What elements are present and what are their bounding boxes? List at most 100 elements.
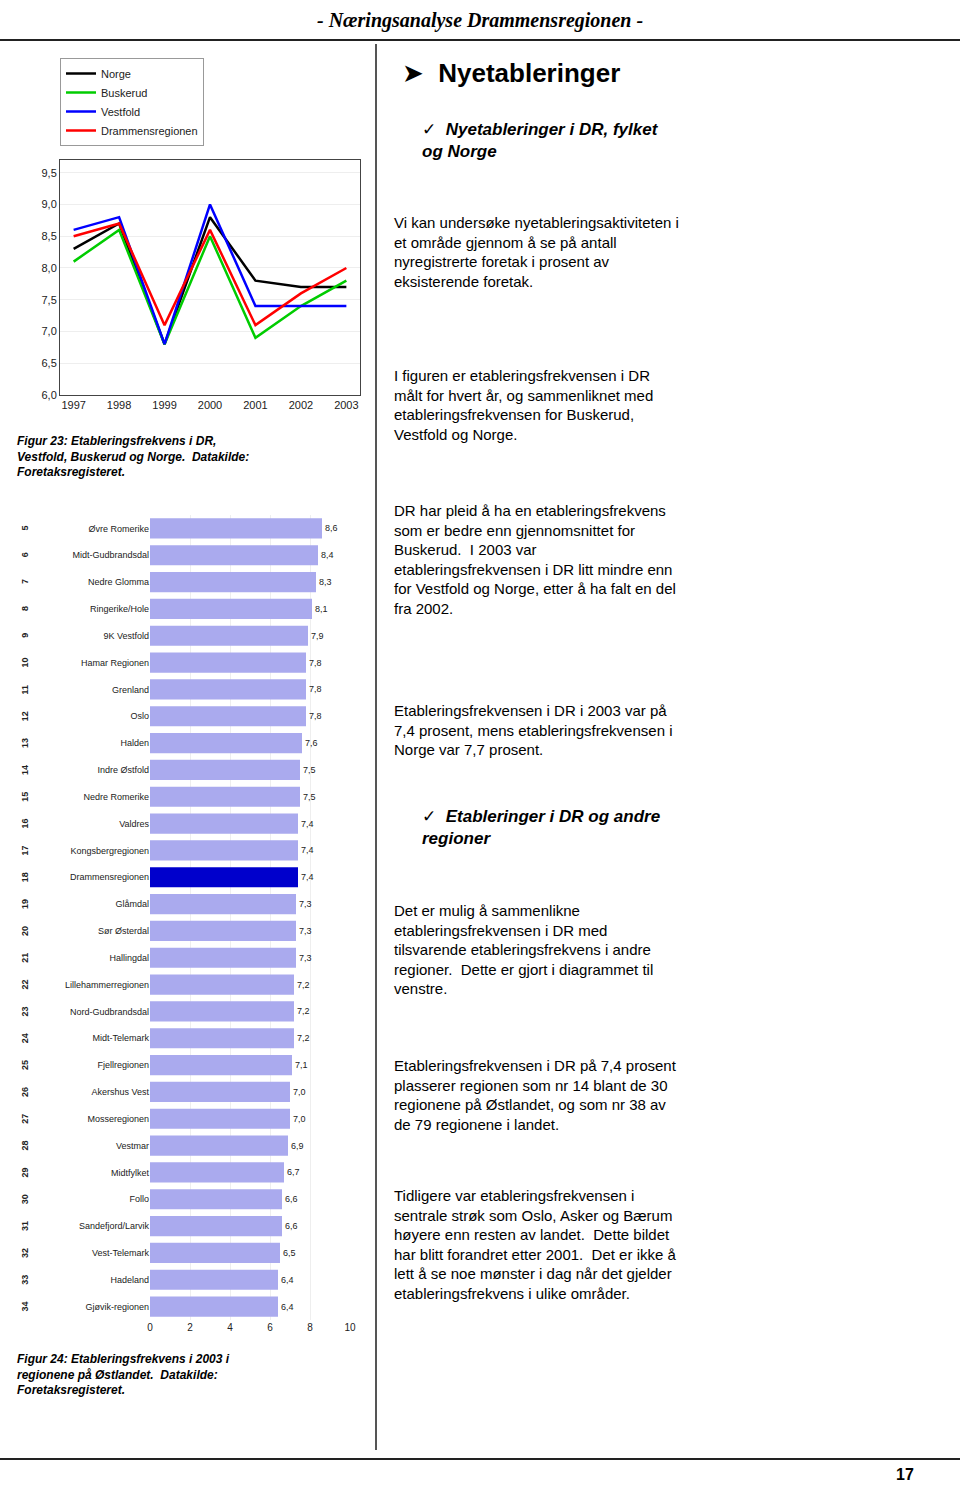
svg-text:Valdres: Valdres [119,819,149,829]
svg-text:Etableringsfrekvensen i DR i 2: Etableringsfrekvensen i DR i 2003 var på… [394,702,673,758]
svg-text:Drammensregionen: Drammensregionen [70,872,149,882]
svg-text:✓ Nyetableringer i DR, fylket: ✓ Nyetableringer i DR, fylketog Norge [422,120,659,161]
svg-text:Tidligere var etableringsfrekv: Tidligere var etableringsfrekvensen isen… [394,1187,676,1302]
svg-text:2001: 2001 [243,399,267,411]
svg-text:17: 17 [20,845,30,855]
svg-text:8,3: 8,3 [319,577,332,587]
svg-text:7,4: 7,4 [301,819,314,829]
svg-text:Drammensregionen: Drammensregionen [101,125,198,137]
svg-text:13: 13 [20,738,30,748]
svg-text:Akershus Vest: Akershus Vest [91,1087,149,1097]
svg-text:6,7: 6,7 [287,1167,300,1177]
svg-text:- Næringsanalyse Drammensregio: - Næringsanalyse Drammensregionen - [317,9,643,32]
svg-text:Sandefjord/Larvik: Sandefjord/Larvik [79,1221,150,1231]
svg-text:31: 31 [20,1221,30,1231]
svg-text:27: 27 [20,1114,30,1124]
svg-text:Øvre Romerike: Øvre Romerike [88,524,149,534]
svg-text:I figuren er etableringsfrekve: I figuren er etableringsfrekvensen i DRm… [394,367,653,443]
svg-text:6: 6 [20,552,30,557]
svg-text:12: 12 [20,711,30,721]
svg-text:7,0: 7,0 [293,1087,306,1097]
svg-text:Buskerud: Buskerud [101,87,147,99]
svg-text:14: 14 [20,765,30,775]
svg-text:Nedre Romerike: Nedre Romerike [83,792,149,802]
svg-text:25: 25 [20,1060,30,1070]
svg-text:7,0: 7,0 [42,325,57,337]
svg-text:6,6: 6,6 [285,1194,298,1204]
svg-text:Grenland: Grenland [112,685,149,695]
svg-text:26: 26 [20,1087,30,1097]
svg-text:7,4: 7,4 [301,845,314,855]
svg-text:Oslo: Oslo [130,711,149,721]
svg-text:Kongsbergregionen: Kongsbergregionen [70,846,149,856]
svg-text:8,0: 8,0 [42,262,57,274]
svg-text:Vest-Telemark: Vest-Telemark [92,1248,150,1258]
svg-text:6,0: 6,0 [42,389,57,401]
svg-text:7,2: 7,2 [297,1033,310,1043]
svg-text:Lillehammerregionen: Lillehammerregionen [65,980,149,990]
svg-text:Ringerike/Hole: Ringerike/Hole [90,604,149,614]
svg-text:18: 18 [20,872,30,882]
svg-text:28: 28 [20,1141,30,1151]
svg-text:8: 8 [307,1322,313,1333]
svg-text:8,4: 8,4 [321,550,334,560]
svg-text:Midt-Gudbrandsdal: Midt-Gudbrandsdal [72,550,149,560]
svg-text:29: 29 [20,1167,30,1177]
svg-text:9,0: 9,0 [42,198,57,210]
svg-text:7: 7 [20,579,30,584]
svg-text:7,9: 7,9 [311,631,324,641]
svg-text:6,9: 6,9 [291,1141,304,1151]
svg-text:9,5: 9,5 [42,167,57,179]
svg-text:30: 30 [20,1194,30,1204]
svg-text:2000: 2000 [198,399,222,411]
svg-text:7,5: 7,5 [303,792,316,802]
svg-text:Hamar Regionen: Hamar Regionen [81,658,149,668]
svg-text:Nord-Gudbrandsdal: Nord-Gudbrandsdal [70,1007,149,1017]
svg-text:7,6: 7,6 [305,738,318,748]
svg-text:7,8: 7,8 [309,658,322,668]
svg-text:2003: 2003 [334,399,358,411]
svg-text:21: 21 [20,953,30,963]
svg-text:Norge: Norge [101,68,131,80]
svg-text:24: 24 [20,1033,30,1043]
svg-text:DR har pleid å ha en etablerin: DR har pleid å ha en etableringsfrekvens… [394,502,676,617]
svg-text:Hallingdal: Hallingdal [109,953,149,963]
svg-text:4: 4 [227,1322,233,1333]
svg-text:8: 8 [20,606,30,611]
svg-text:Etableringsfrekvensen i DR på: Etableringsfrekvensen i DR på 7,4 prosen… [394,1057,677,1133]
svg-text:6,5: 6,5 [283,1248,296,1258]
svg-text:19: 19 [20,899,30,909]
svg-text:Glåmdal: Glåmdal [115,899,149,909]
svg-text:7,8: 7,8 [309,684,322,694]
svg-text:7,2: 7,2 [297,980,310,990]
svg-text:9K Vestfold: 9K Vestfold [103,631,149,641]
svg-text:7,3: 7,3 [299,899,312,909]
svg-text:15: 15 [20,792,30,802]
svg-text:Indre Østfold: Indre Østfold [97,765,149,775]
svg-text:23: 23 [20,1006,30,1016]
svg-text:Vestmar: Vestmar [116,1141,149,1151]
svg-text:16: 16 [20,819,30,829]
svg-text:8,5: 8,5 [42,230,57,242]
svg-text:Follo: Follo [129,1194,149,1204]
svg-text:7,8: 7,8 [309,711,322,721]
svg-text:34: 34 [20,1302,30,1312]
svg-text:6,4: 6,4 [281,1302,294,1312]
svg-text:Mosseregionen: Mosseregionen [87,1114,149,1124]
svg-text:Midtfylket: Midtfylket [111,1168,150,1178]
svg-text:1999: 1999 [152,399,176,411]
svg-text:✓ Etableringer i DR og andrer: ✓ Etableringer i DR og andreregioner [422,807,660,848]
svg-text:➤ Nyetableringer: ➤ Nyetableringer [402,58,620,88]
svg-text:7,5: 7,5 [42,294,57,306]
svg-text:11: 11 [20,685,30,695]
svg-text:Figur 23: Etableringsfrekvens: Figur 23: Etableringsfrekvens i DR,Vestf… [17,434,249,479]
svg-text:0: 0 [147,1322,153,1333]
svg-text:Fjellregionen: Fjellregionen [97,1060,149,1070]
svg-text:Hadeland: Hadeland [110,1275,149,1285]
svg-text:7,0: 7,0 [293,1114,306,1124]
svg-text:7,4: 7,4 [301,872,314,882]
svg-text:7,3: 7,3 [299,926,312,936]
svg-text:Sør Østerdal: Sør Østerdal [98,926,149,936]
svg-text:22: 22 [20,980,30,990]
svg-text:6,6: 6,6 [285,1221,298,1231]
